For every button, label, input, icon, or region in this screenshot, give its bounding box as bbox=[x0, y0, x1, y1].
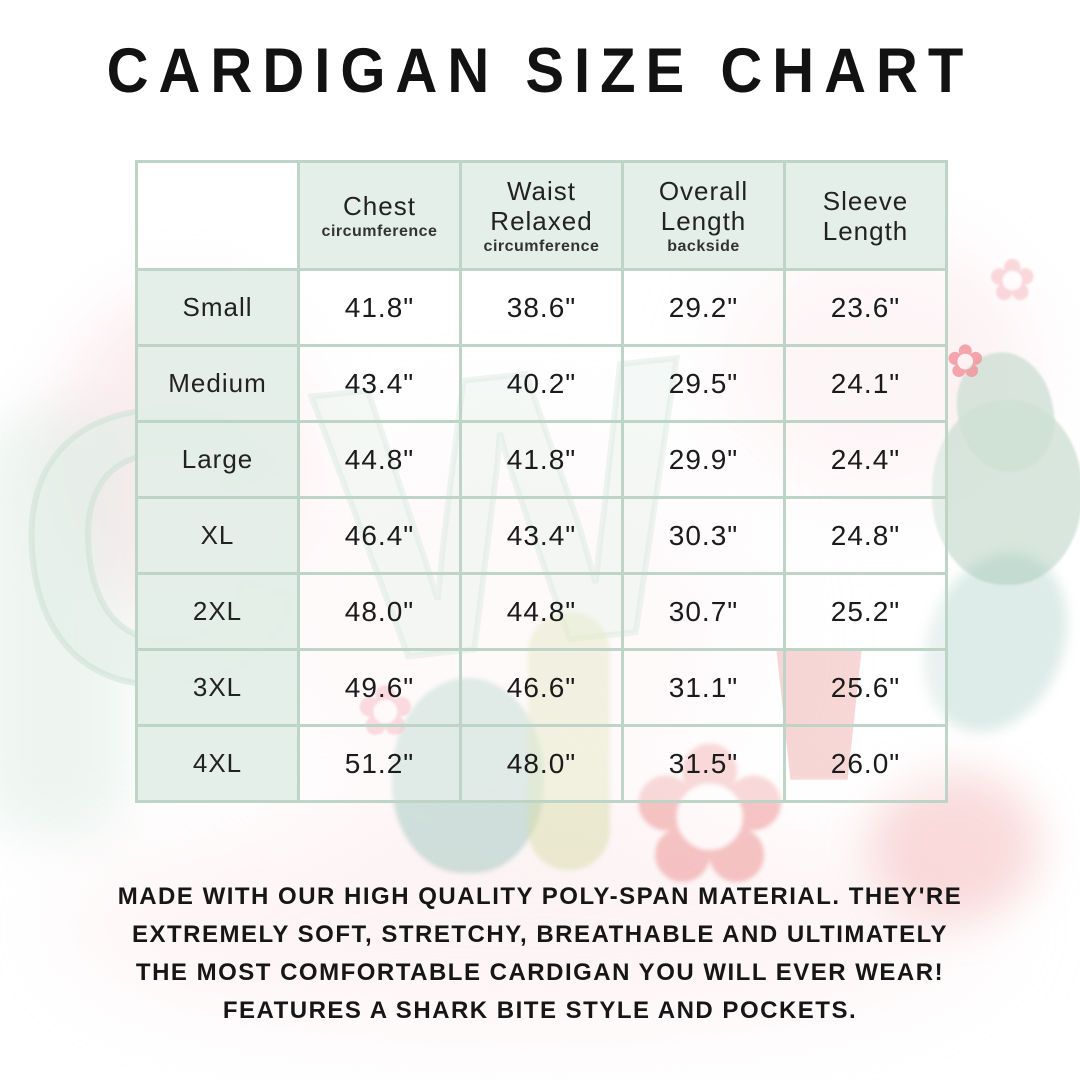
size-label: Small bbox=[135, 268, 300, 347]
description-line: MADE WITH OUR HIGH QUALITY POLY-SPAN MAT… bbox=[117, 883, 963, 910]
cactus-watermark bbox=[932, 400, 1080, 585]
chest-value: 48.0" bbox=[297, 572, 462, 651]
cactus-watermark bbox=[944, 342, 1067, 482]
mint-blob bbox=[0, 410, 130, 840]
table-row: Small 41.8" 38.6" 29.2" 23.6" bbox=[135, 268, 948, 347]
sleeve-value: 24.8" bbox=[783, 496, 948, 575]
size-label: 4XL bbox=[135, 724, 300, 803]
page-title: CARDIGAN SIZE CHART bbox=[106, 35, 974, 107]
sleeve-value: 24.1" bbox=[783, 344, 948, 423]
description-line: FEATURES A SHARK BITE STYLE AND POCKETS. bbox=[222, 997, 858, 1024]
waist-value: 44.8" bbox=[459, 572, 624, 651]
waist-value: 43.4" bbox=[459, 496, 624, 575]
description-line: THE MOST COMFORTABLE CARDIGAN YOU WILL E… bbox=[135, 959, 945, 986]
cactus-flower-icon: ✿ bbox=[946, 335, 985, 387]
table-row: 3XL 49.6" 46.6" 31.1" 25.6" bbox=[135, 648, 948, 727]
length-value: 31.1" bbox=[621, 648, 786, 727]
sleeve-value: 23.6" bbox=[783, 268, 948, 347]
length-value: 31.5" bbox=[621, 724, 786, 803]
column-sublabel: backside bbox=[667, 237, 740, 255]
header-row: Chest circumference Waist Relaxed circum… bbox=[135, 160, 948, 271]
sleeve-value: 25.6" bbox=[783, 648, 948, 727]
chest-value: 41.8" bbox=[297, 268, 462, 347]
column-sublabel: circumference bbox=[483, 237, 600, 255]
table-row: XL 46.4" 43.4" 30.3" 24.8" bbox=[135, 496, 948, 575]
chest-value: 49.6" bbox=[297, 648, 462, 727]
waist-value: 38.6" bbox=[459, 268, 624, 347]
column-header-overall-length: Overall Length backside bbox=[621, 160, 786, 271]
chest-value: 44.8" bbox=[297, 420, 462, 499]
size-label: Large bbox=[135, 420, 300, 499]
waist-value: 40.2" bbox=[459, 344, 624, 423]
chest-value: 46.4" bbox=[297, 496, 462, 575]
length-value: 29.5" bbox=[621, 344, 786, 423]
size-label: 2XL bbox=[135, 572, 300, 651]
table-row: Medium 43.4" 40.2" 29.5" 24.1" bbox=[135, 344, 948, 423]
length-value: 30.3" bbox=[621, 496, 786, 575]
column-header-chest: Chest circumference bbox=[297, 160, 462, 271]
size-chart-table: Chest circumference Waist Relaxed circum… bbox=[135, 160, 948, 803]
size-label: Medium bbox=[135, 344, 300, 423]
length-value: 30.7" bbox=[621, 572, 786, 651]
sleeve-value: 26.0" bbox=[783, 724, 948, 803]
length-value: 29.2" bbox=[621, 268, 786, 347]
flower-icon: ✿ bbox=[988, 248, 1037, 313]
column-sublabel: circumference bbox=[321, 222, 438, 240]
chest-value: 43.4" bbox=[297, 344, 462, 423]
column-label: Overall Length bbox=[658, 175, 749, 236]
column-label: Waist Relaxed bbox=[490, 175, 593, 236]
sleeve-value: 24.4" bbox=[783, 420, 948, 499]
table-row: 4XL 51.2" 48.0" 31.5" 26.0" bbox=[135, 724, 948, 803]
column-header-waist: Waist Relaxed circumference bbox=[459, 160, 624, 271]
table-row: 2XL 48.0" 44.8" 30.7" 25.2" bbox=[135, 572, 948, 651]
length-value: 29.9" bbox=[621, 420, 786, 499]
table-row: Large 44.8" 41.8" 29.9" 24.4" bbox=[135, 420, 948, 499]
column-header-sleeve-length: Sleeve Length bbox=[783, 160, 948, 271]
waist-value: 48.0" bbox=[459, 724, 624, 803]
description-line: EXTREMELY SOFT, STRETCHY, BREATHABLE AND… bbox=[131, 921, 949, 948]
size-label: XL bbox=[135, 496, 300, 575]
sleeve-value: 25.2" bbox=[783, 572, 948, 651]
chest-value: 51.2" bbox=[297, 724, 462, 803]
corner-cell bbox=[135, 160, 300, 271]
column-label: Chest bbox=[343, 190, 416, 221]
material-description: MADE WITH OUR HIGH QUALITY POLY-SPAN MAT… bbox=[50, 878, 1030, 1030]
waist-value: 41.8" bbox=[459, 420, 624, 499]
size-label: 3XL bbox=[135, 648, 300, 727]
waist-value: 46.6" bbox=[459, 648, 624, 727]
column-label: Sleeve Length bbox=[822, 185, 909, 246]
